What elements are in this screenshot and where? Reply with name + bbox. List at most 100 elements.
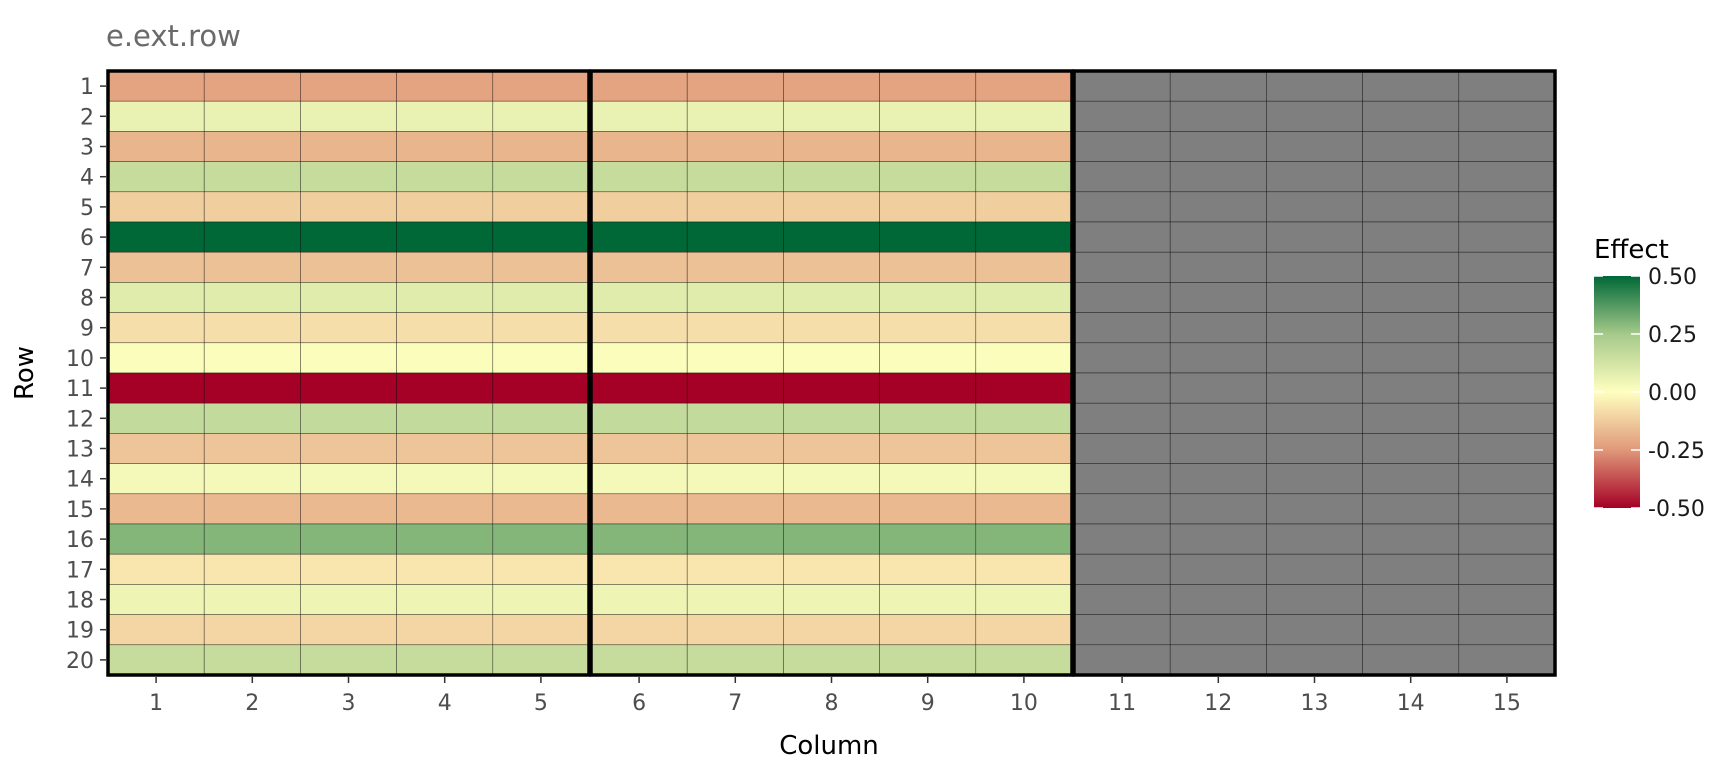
heatmap-cell-r18-c5: [492, 584, 590, 615]
heatmap-cell-r19-c1: [107, 614, 205, 646]
y-tick-label: 8: [80, 287, 94, 312]
heatmap-cell-r3-c3: [300, 131, 397, 162]
heatmap-cell-r18-c12: [1169, 584, 1267, 615]
heatmap-cell-r7-c10: [975, 251, 1073, 283]
heatmap-cell-r15-c7: [686, 493, 784, 525]
heatmap-cell-r15-c10: [975, 493, 1073, 525]
heatmap-cell-r10-c11: [1073, 342, 1171, 374]
heatmap-cell-r6-c14: [1362, 221, 1460, 253]
heatmap-cell-r15-c15: [1458, 493, 1556, 525]
heatmap-cell-r13-c10: [975, 433, 1073, 464]
heatmap-cell-r20-c4: [396, 644, 494, 676]
heatmap-cell-r7-c15: [1458, 251, 1556, 283]
heatmap-cell-r14-c10: [975, 463, 1073, 495]
heatmap-cell-r9-c7: [686, 312, 784, 344]
heatmap-cell-r5-c3: [300, 191, 397, 223]
heatmap-cell-r11-c13: [1266, 372, 1363, 404]
heatmap-cell-r19-c13: [1266, 614, 1363, 646]
heatmap-cell-r2-c6: [590, 100, 688, 132]
heatmap-cell-r11-c5: [492, 372, 590, 404]
heatmap-cell-r1-c11: [1073, 70, 1171, 102]
heatmap-cell-r2-c5: [492, 100, 590, 132]
heatmap-cell-r5-c6: [590, 191, 688, 223]
heatmap-cell-r19-c8: [783, 614, 880, 646]
x-tick-label: 4: [438, 691, 452, 716]
heatmap-cell-r16-c1: [107, 523, 205, 555]
heatmap-cell-r3-c13: [1266, 131, 1363, 162]
heatmap-cell-r20-c9: [879, 644, 977, 676]
y-tick-label: 19: [66, 619, 94, 644]
heatmap-cell-r7-c2: [203, 251, 301, 283]
heatmap-cell-r16-c2: [203, 523, 301, 555]
heatmap-cell-r1-c2: [203, 70, 301, 102]
heatmap-cell-r19-c11: [1073, 614, 1171, 646]
heatmap-cell-r20-c8: [783, 644, 880, 676]
y-tick-label: 15: [66, 498, 94, 523]
heatmap-cell-r9-c12: [1169, 312, 1267, 344]
y-tick-label: 2: [80, 105, 94, 130]
heatmap-cell-r2-c15: [1458, 100, 1556, 132]
heatmap-cell-r14-c11: [1073, 463, 1171, 495]
y-tick-label: 14: [66, 468, 94, 493]
heatmap-cell-r5-c1: [107, 191, 205, 223]
heatmap-cell-r10-c8: [783, 342, 880, 374]
heatmap-cell-r7-c4: [396, 251, 494, 283]
heatmap-cell-r16-c13: [1266, 523, 1363, 555]
heatmap-cell-r16-c3: [300, 523, 397, 555]
heatmap-cell-r5-c14: [1362, 191, 1460, 223]
y-tick-label: 9: [80, 317, 94, 342]
heatmap-cell-r6-c9: [879, 221, 977, 253]
heatmap-cell-r18-c11: [1073, 584, 1171, 615]
heatmap-cell-r7-c7: [686, 251, 784, 283]
heatmap-cell-r17-c2: [203, 553, 301, 585]
heatmap-cell-r4-c11: [1073, 161, 1171, 193]
heatmap-cell-r6-c4: [396, 221, 494, 253]
heatmap-cell-r16-c6: [590, 523, 688, 555]
heatmap-cell-r5-c2: [203, 191, 301, 223]
heatmap-cell-r9-c11: [1073, 312, 1171, 344]
panel-2: [589, 69, 1074, 677]
heatmap-cell-r2-c14: [1362, 100, 1460, 132]
heatmap-cell-r14-c7: [686, 463, 784, 495]
heatmap-cell-r7-c5: [492, 251, 590, 283]
heatmap-cell-r11-c3: [300, 372, 397, 404]
heatmap-cell-r4-c5: [492, 161, 590, 193]
heatmap-cell-r20-c13: [1266, 644, 1363, 676]
heatmap-cell-r10-c15: [1458, 342, 1556, 374]
heatmap-cell-r11-c7: [686, 372, 784, 404]
heatmap-cell-r7-c3: [300, 251, 397, 283]
heatmap-cell-r6-c10: [975, 221, 1073, 253]
heatmap-cell-r16-c15: [1458, 523, 1556, 555]
heatmap-cell-r17-c11: [1073, 553, 1171, 585]
legend-label: 0.00: [1648, 381, 1697, 406]
heatmap-cell-r10-c6: [590, 342, 688, 374]
x-tick-label: 13: [1301, 691, 1329, 716]
y-tick-label: 11: [66, 377, 94, 402]
heatmap-cell-r13-c3: [300, 433, 397, 464]
y-tick-label: 7: [80, 256, 94, 281]
heatmap-cell-r16-c8: [783, 523, 880, 555]
heatmap-cell-r8-c7: [686, 282, 784, 313]
heatmap-cell-r10-c3: [300, 342, 397, 374]
heatmap-cell-r12-c14: [1362, 402, 1460, 434]
heatmap-cell-r8-c4: [396, 282, 494, 313]
heatmap-cell-r7-c12: [1169, 251, 1267, 283]
heatmap-cell-r19-c6: [590, 614, 688, 646]
y-tick-label: 5: [80, 196, 94, 221]
heatmap-cell-r1-c13: [1266, 70, 1363, 102]
x-tick-label: 15: [1493, 691, 1521, 716]
heatmap-cell-r6-c15: [1458, 221, 1556, 253]
heatmap-cell-r12-c12: [1169, 402, 1267, 434]
heatmap-cell-r15-c13: [1266, 493, 1363, 525]
heatmap-cell-r5-c10: [975, 191, 1073, 223]
y-tick-label: 20: [66, 649, 94, 674]
heatmap-cell-r6-c12: [1169, 221, 1267, 253]
heatmap-cell-r6-c3: [300, 221, 397, 253]
heatmap-cell-r14-c13: [1266, 463, 1363, 495]
heatmap-cell-r15-c6: [590, 493, 688, 525]
heatmap-cell-r19-c5: [492, 614, 590, 646]
heatmap-cell-r3-c11: [1073, 131, 1171, 162]
heatmap-cell-r8-c10: [975, 282, 1073, 313]
heatmap-cell-r19-c15: [1458, 614, 1556, 646]
heatmap-cell-r9-c8: [783, 312, 880, 344]
